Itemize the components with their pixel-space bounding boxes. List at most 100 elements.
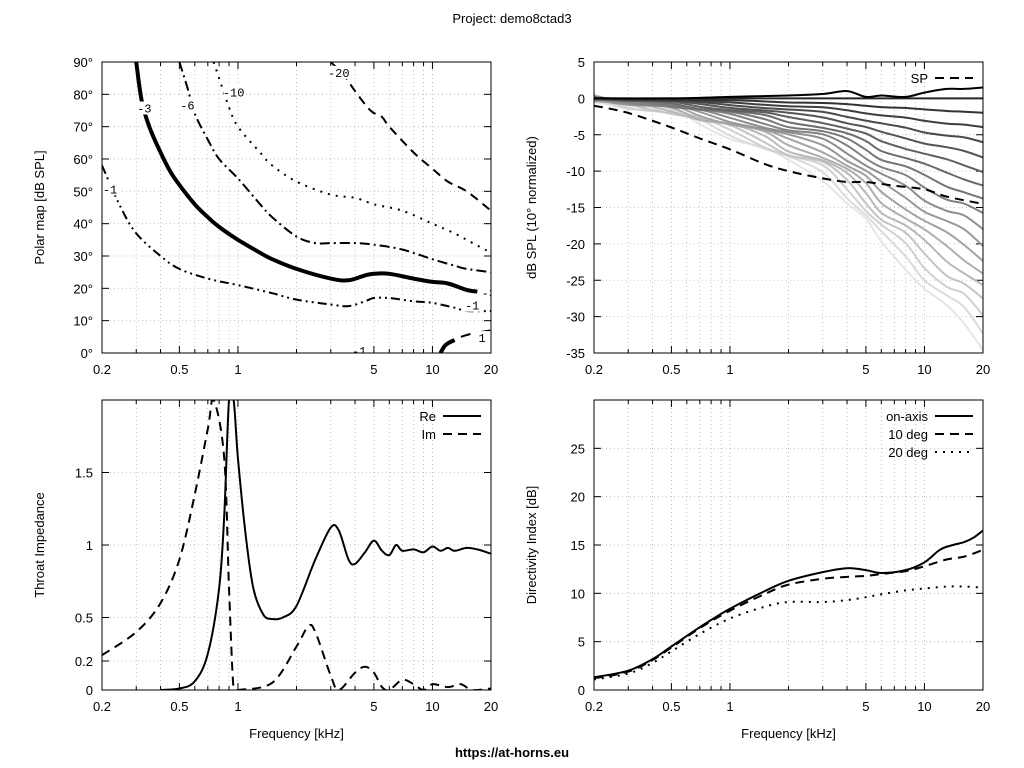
series-line-1 [438, 338, 456, 353]
y-tick-label: 5 [578, 55, 585, 70]
x-tick-label: 0.5 [170, 699, 188, 714]
y-tick-label: 15 [571, 538, 585, 553]
series-line-Re [160, 400, 491, 690]
y-axis-label: Polar map [dB SPL] [32, 150, 47, 264]
y-tick-label: 0° [81, 346, 93, 361]
series-line-SP [594, 104, 983, 205]
contour-label: -3 [482, 287, 496, 301]
contour-label-bg [472, 331, 491, 345]
y-tick-label: 20 [571, 490, 585, 505]
spl-angle-curve [594, 98, 983, 174]
contour-label-bg [134, 101, 155, 115]
contour-label-bg [462, 298, 483, 312]
y-tick-label: 1.5 [75, 466, 93, 481]
y-tick-label: -15 [566, 201, 585, 216]
contour-label: -1 [352, 345, 366, 359]
y-tick-label: -30 [566, 310, 585, 325]
series-line--6 [178, 62, 491, 274]
x-tick-label: 0.2 [93, 362, 111, 377]
x-tick-label: 10 [425, 362, 439, 377]
y-tick-label: -20 [566, 237, 585, 252]
x-tick-label: 20 [976, 362, 990, 377]
y-tick-label: 25 [571, 441, 585, 456]
contour-label-bg [478, 285, 491, 299]
legend-label: on-axis [886, 409, 928, 424]
x-tick-label: 0.2 [585, 362, 603, 377]
y-tick-label: -35 [566, 346, 585, 361]
x-tick-label: 5 [370, 699, 377, 714]
y-tick-label: -25 [566, 273, 585, 288]
spl-angle-curve [594, 96, 983, 200]
x-tick-label: 0.2 [93, 699, 111, 714]
y-tick-label: 50° [73, 184, 93, 199]
plot-area: -3 -6-10-20-1-1-3-11 [102, 62, 496, 359]
spl-angle-curve [594, 97, 983, 114]
grid-lines [102, 62, 491, 353]
plot-frame [101, 399, 492, 691]
y-tick-label: 30° [73, 249, 93, 264]
tick-marks [594, 400, 983, 691]
series-line-10 deg [594, 548, 983, 680]
x-tick-label: 10 [917, 362, 931, 377]
legend-label: Re [419, 409, 436, 424]
y-axis-label: Directivity Index [dB] [524, 486, 539, 605]
plot-area [594, 529, 983, 681]
contour-label: -10 [223, 86, 245, 100]
y-tick-label: 0.2 [75, 654, 93, 669]
series-line--1 [102, 165, 491, 313]
x-tick-label: 10 [425, 699, 439, 714]
spl-angle-curve [594, 96, 983, 286]
contour-label: -3 [137, 103, 151, 117]
series-line-1 [594, 86, 983, 100]
x-tick-label: 20 [484, 362, 498, 377]
x-tick-label: 20 [484, 699, 498, 714]
spl-angle-curve [594, 100, 983, 262]
x-tick-label: 10 [917, 699, 931, 714]
contour-label-bg [177, 98, 198, 112]
contour-label: -1 [103, 183, 117, 197]
y-tick-label: 10 [571, 586, 585, 601]
x-tick-label: 1 [234, 699, 241, 714]
spl-angle-curve [594, 98, 983, 159]
x-tick-label: 1 [726, 699, 733, 714]
x-tick-label: 1 [726, 362, 733, 377]
y-tick-label: 40° [73, 217, 93, 232]
spl-angle-curve [594, 98, 983, 275]
x-tick-label: 0.5 [662, 362, 680, 377]
series-line--10 [212, 62, 491, 254]
y-tick-label: 5 [578, 635, 585, 650]
y-tick-label: 20° [73, 281, 93, 296]
contour-label: 1 [478, 332, 485, 346]
x-tick-label: 0.2 [585, 699, 603, 714]
series-line-on-axis [594, 529, 983, 679]
contour-label: -20 [328, 67, 350, 81]
series-line--3 [134, 62, 478, 294]
grid-lines [102, 400, 491, 690]
y-tick-label: 80° [73, 87, 93, 102]
contour-label: -1 [465, 300, 479, 314]
y-tick-label: -5 [573, 128, 585, 143]
y-axis-label: Throat Impedance [32, 492, 47, 598]
y-tick-label: 0 [578, 683, 585, 698]
x-tick-label: 5 [862, 362, 869, 377]
plot-frame [593, 399, 984, 691]
legend-label: 20 deg [888, 445, 928, 460]
contour-label-bg [328, 65, 349, 79]
plot-frame [101, 61, 492, 354]
grid-lines [594, 400, 983, 690]
y-tick-label: 90° [73, 55, 93, 70]
y-tick-label: 60° [73, 152, 93, 167]
plot-area [594, 86, 983, 351]
contour-label-bg [349, 344, 370, 353]
x-tick-label: 5 [862, 699, 869, 714]
series-line--20 [329, 62, 491, 212]
x-axis-label: Frequency [kHz] [249, 726, 344, 741]
contour-label: -6 [180, 99, 194, 113]
y-tick-label: 1 [86, 538, 93, 553]
legend-label: 10 deg [888, 427, 928, 442]
y-tick-label: -10 [566, 164, 585, 179]
contour-label-bg [102, 182, 121, 196]
